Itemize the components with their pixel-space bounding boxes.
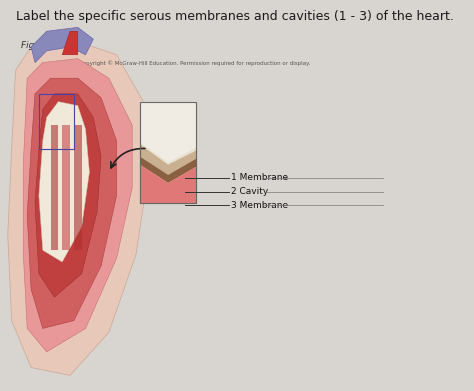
Text: 3 Membrane: 3 Membrane [231, 201, 289, 210]
Text: 2 Cavity: 2 Cavity [231, 187, 269, 196]
Polygon shape [8, 39, 148, 375]
Text: Label the specific serous membranes and cavities (1 - 3) of the heart.: Label the specific serous membranes and … [16, 10, 454, 23]
Polygon shape [62, 125, 70, 250]
Polygon shape [23, 59, 132, 352]
Polygon shape [140, 102, 196, 163]
FancyBboxPatch shape [140, 102, 196, 203]
Polygon shape [31, 27, 93, 63]
Text: Fig 2.11: Fig 2.11 [21, 41, 58, 50]
Polygon shape [35, 94, 101, 297]
Polygon shape [39, 102, 90, 262]
Text: 1 Membrane: 1 Membrane [231, 173, 289, 183]
Polygon shape [27, 78, 117, 328]
Polygon shape [62, 31, 78, 55]
Polygon shape [140, 165, 196, 203]
Polygon shape [51, 125, 58, 250]
Polygon shape [74, 125, 82, 250]
Polygon shape [140, 156, 196, 183]
Text: Copyright © McGraw-Hill Education. Permission required for reproduction or displ: Copyright © McGraw-Hill Education. Permi… [79, 61, 310, 66]
Polygon shape [140, 144, 196, 175]
